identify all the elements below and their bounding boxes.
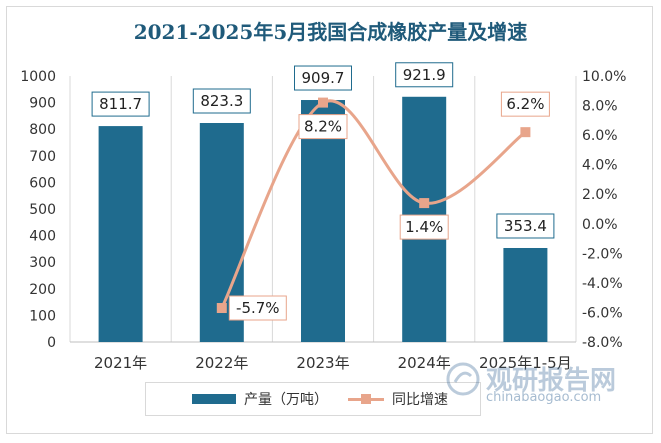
line-data-label-box	[500, 91, 550, 117]
legend-bar-label: 产量（万吨）	[244, 392, 328, 408]
bar-data-label-box	[294, 65, 352, 91]
line-data-label-text: 6.2%	[506, 95, 544, 113]
left-tick-label: 900	[29, 96, 56, 112]
x-axis: 2021年 2022年 2023年 2024年 2025年1-5月	[94, 354, 572, 372]
bar-data-label: 811.7	[91, 91, 150, 117]
right-tick-label: 4.0%	[582, 158, 618, 174]
bar-data-label-text: 921.9	[403, 66, 446, 84]
bar-data-label-text: 353.4	[504, 217, 547, 235]
data-labels: 811.7 823.3 909.7 921.9 353.4 -5.7% 8.2% 1.4% 6.…	[91, 62, 555, 321]
legend-line-label: 同比增速	[392, 392, 448, 408]
left-tick-label: 0	[47, 335, 56, 351]
left-tick-label: 700	[29, 149, 56, 165]
watermark: 观研报告网 chinabaogao.com	[446, 360, 646, 410]
line-point	[520, 127, 531, 138]
left-tick-label: 100	[29, 308, 56, 324]
right-tick-label: -6.0%	[582, 305, 623, 321]
bar-data-label-box	[192, 88, 251, 114]
bar-data-label-text: 823.3	[200, 92, 243, 110]
legend-bar-swatch	[192, 394, 236, 404]
line-point	[419, 198, 430, 209]
line-data-label-box	[298, 114, 348, 140]
line-point	[318, 97, 328, 108]
bar-data-label: 921.9	[395, 62, 454, 88]
bar	[503, 247, 548, 342]
line-data-label-box	[399, 214, 449, 240]
x-tick-label: 2024年	[398, 354, 451, 372]
x-tick-label: 2021年	[94, 354, 147, 372]
line-series	[216, 97, 531, 314]
watermark-url: chinabaogao.com	[486, 390, 602, 405]
legend-item-line: 同比增速	[348, 383, 448, 415]
bar-data-label-text: 909.7	[302, 69, 345, 87]
right-tick-label: 0.0%	[582, 217, 618, 233]
left-tick-label: 200	[29, 282, 56, 298]
line-data-label-text: 1.4%	[405, 218, 443, 236]
line-data-label: 8.2%	[298, 114, 348, 140]
line-data-label: 1.4%	[399, 214, 449, 240]
legend: 产量（万吨） 同比增速	[145, 382, 481, 416]
bar	[98, 126, 143, 342]
right-tick-label: 2.0%	[582, 187, 618, 203]
left-tick-label: 500	[29, 202, 56, 218]
left-y-axis: 0 100 200 300 400 500 600 700 800 900 1000	[20, 69, 56, 351]
bar-data-label-box	[395, 62, 454, 88]
bar	[301, 100, 345, 342]
left-tick-label: 300	[29, 255, 56, 271]
right-tick-label: 8.0%	[582, 99, 618, 115]
x-tick-label: 2022年	[195, 354, 248, 372]
chinabaogao-logo-icon	[446, 362, 480, 396]
growth-line	[220, 99, 527, 309]
chart-title: 2021-2025年5月我国合成橡胶产量及增速	[133, 20, 528, 44]
x-tick-label: 2023年	[296, 354, 349, 372]
watermark-text: 观研报告网	[486, 366, 617, 396]
left-tick-label: 600	[29, 175, 56, 191]
right-tick-label: 10.0%	[582, 69, 626, 85]
line-point	[216, 303, 227, 314]
left-tick-label: 1000	[20, 69, 56, 85]
left-tick-label: 800	[29, 122, 56, 138]
right-tick-label: -4.0%	[582, 276, 623, 292]
line-data-label: -5.7%	[228, 295, 287, 321]
line-data-label-text: -5.7%	[236, 299, 280, 317]
bar-data-label-box	[496, 213, 555, 239]
x-tick-label: 2025年1-5月	[479, 354, 572, 372]
bar-data-label-text: 811.7	[99, 95, 142, 113]
bar-data-label: 909.7	[294, 65, 352, 91]
left-tick-label: 400	[29, 229, 56, 245]
right-tick-label: -8.0%	[582, 335, 623, 351]
legend-item-bar: 产量（万吨）	[192, 383, 328, 415]
line-data-label-box	[228, 295, 287, 321]
right-y-axis: -8.0% -6.0% -4.0% -2.0% 0.0% 2.0% 4.0% 6.0% 8.0%…	[582, 69, 626, 351]
bar-data-label: 823.3	[192, 88, 251, 114]
bar-data-label-box	[91, 91, 150, 117]
line-data-label: 6.2%	[500, 91, 550, 117]
legend-line-swatch	[348, 393, 384, 405]
right-tick-label: -2.0%	[582, 246, 623, 262]
right-tick-label: 6.0%	[582, 128, 618, 144]
line-data-label-text: 8.2%	[304, 118, 342, 136]
bar-data-label: 353.4	[496, 213, 555, 239]
